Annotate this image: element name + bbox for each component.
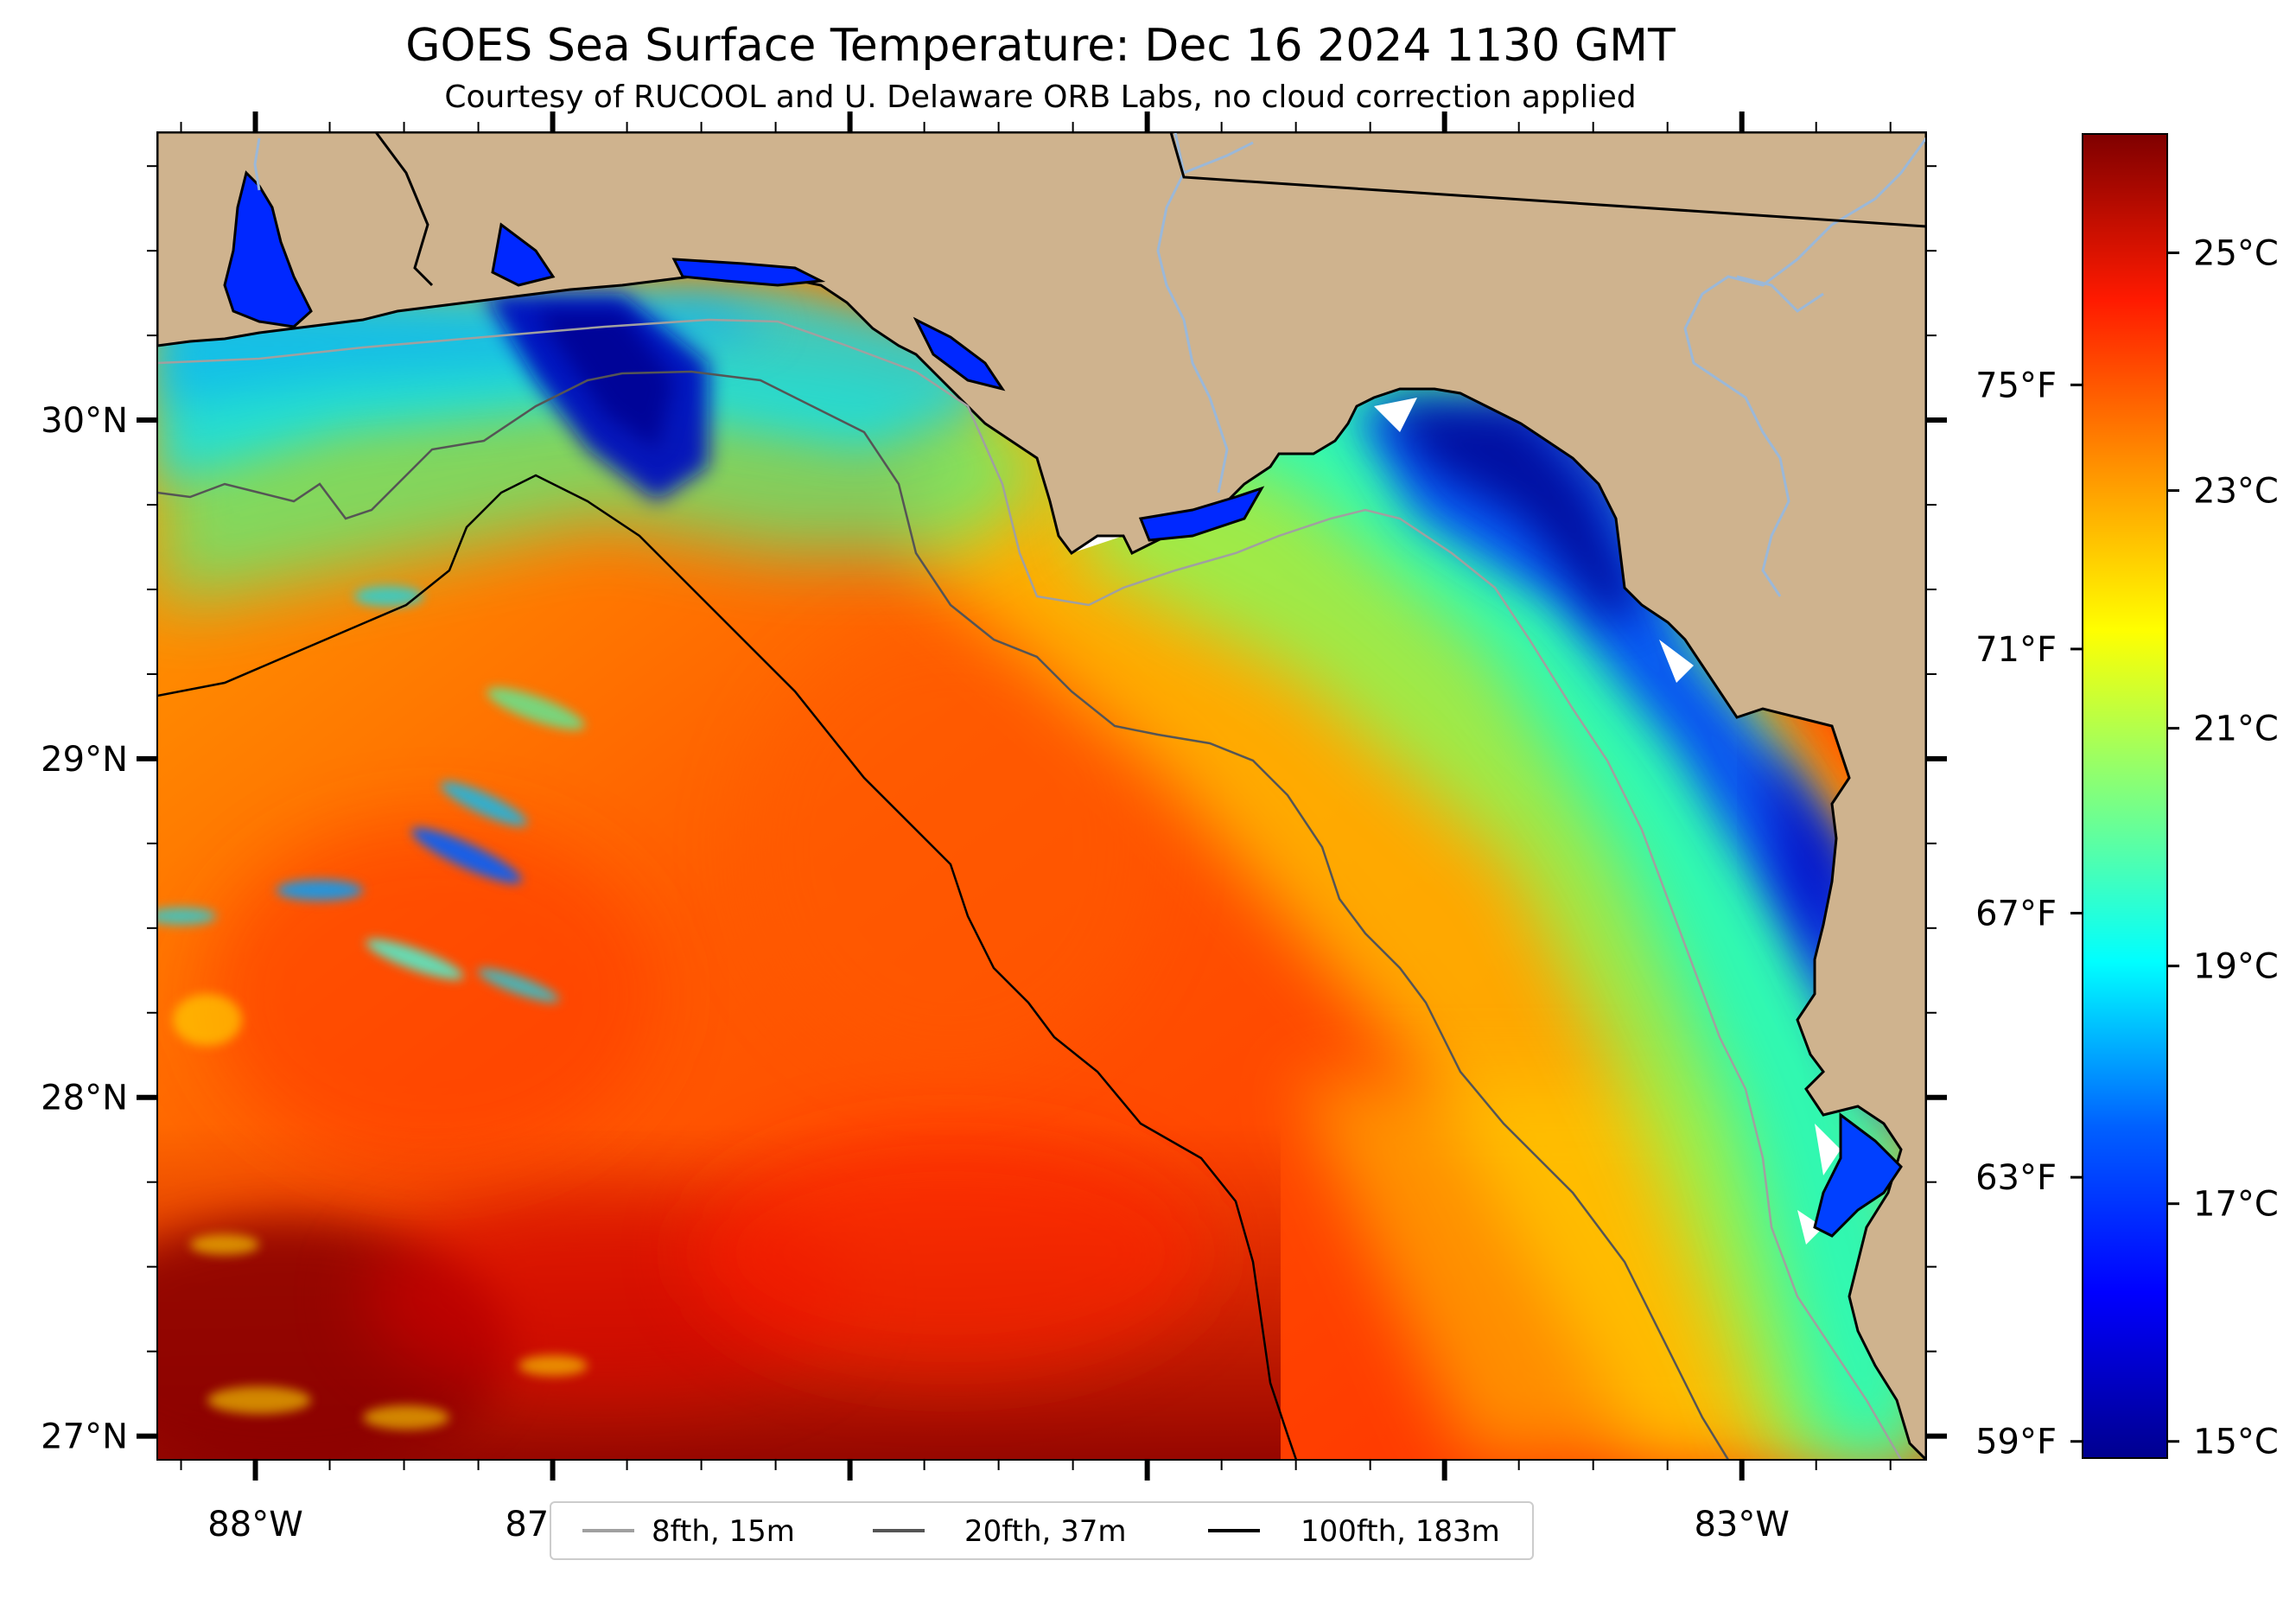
map-subtitle: Courtesy of RUCOOL and U. Delaware ORB L… xyxy=(444,80,1636,115)
lat-tick-label: 27°N xyxy=(41,1417,128,1457)
fahrenheit-tick-label: 63°F xyxy=(1975,1158,2057,1198)
lat-tick-label: 29°N xyxy=(41,740,128,780)
celsius-tick-label: 15°C xyxy=(2193,1423,2279,1462)
rivers xyxy=(253,132,1926,597)
pensacola-bay xyxy=(491,222,556,287)
map-frame xyxy=(156,131,1927,1461)
state-border xyxy=(1169,132,1926,228)
st-andrew-bay xyxy=(913,316,1006,392)
land xyxy=(157,132,1926,1460)
celsius-tick-label: 19°C xyxy=(2193,947,2279,987)
legend-box xyxy=(550,1501,1534,1560)
contour-183m xyxy=(157,474,1298,1460)
map-panel[interactable] xyxy=(60,132,1926,1478)
state-border-al-fl xyxy=(374,132,434,287)
legend-label-15m: 8fth, 15m xyxy=(652,1514,795,1549)
fahrenheit-tick-label: 71°F xyxy=(1975,630,2057,670)
celsius-tick-label: 21°C xyxy=(2193,710,2279,749)
apalachicola-bay xyxy=(1138,486,1265,542)
lat-tick-label: 28°N xyxy=(41,1079,128,1118)
landmass xyxy=(157,132,1926,1460)
fahrenheit-tick-label: 75°F xyxy=(1975,366,2057,405)
colorbar: 25°C 23°C 21°C 19°C 17°C 15°C 75°F 71°F 67°F 63°F… xyxy=(1975,133,2279,1462)
colorbar-ticks: 25°C 23°C 21°C 19°C 17°C 15°C 75°F 71°F 67°F 63°F… xyxy=(1975,234,2279,1462)
lat-tick-label: 30°N xyxy=(41,401,128,441)
bathymetry-contours xyxy=(157,318,1903,1460)
fahrenheit-tick-label: 67°F xyxy=(1975,895,2057,934)
contour-37m xyxy=(157,370,1730,1460)
celsius-tick-label: 23°C xyxy=(2193,472,2279,512)
choctawhatchee-bay xyxy=(671,258,826,287)
tampa-bay xyxy=(1813,1112,1903,1238)
fahrenheit-tick-label: 59°F xyxy=(1975,1423,2057,1462)
colorbar-gradient xyxy=(2082,133,2168,1459)
lon-tick-label: 88°W xyxy=(207,1505,302,1544)
cool-streaks xyxy=(157,586,585,1003)
mobile-bay xyxy=(223,170,313,328)
celsius-tick-label: 25°C xyxy=(2193,234,2279,274)
warm-speckles xyxy=(173,994,588,1430)
lon-tick-label: 83°W xyxy=(1694,1505,1789,1544)
contour-15m xyxy=(157,318,1903,1460)
map-title: GOES Sea Surface Temperature: Dec 16 202… xyxy=(405,20,1676,72)
legend-label-37m: 20fth, 37m xyxy=(964,1514,1127,1549)
legend: 8fth, 15m 20fth, 37m 100fth, 183m xyxy=(550,1501,1534,1560)
legend-label-183m: 100fth, 183m xyxy=(1301,1514,1500,1549)
celsius-tick-label: 17°C xyxy=(2193,1185,2279,1225)
